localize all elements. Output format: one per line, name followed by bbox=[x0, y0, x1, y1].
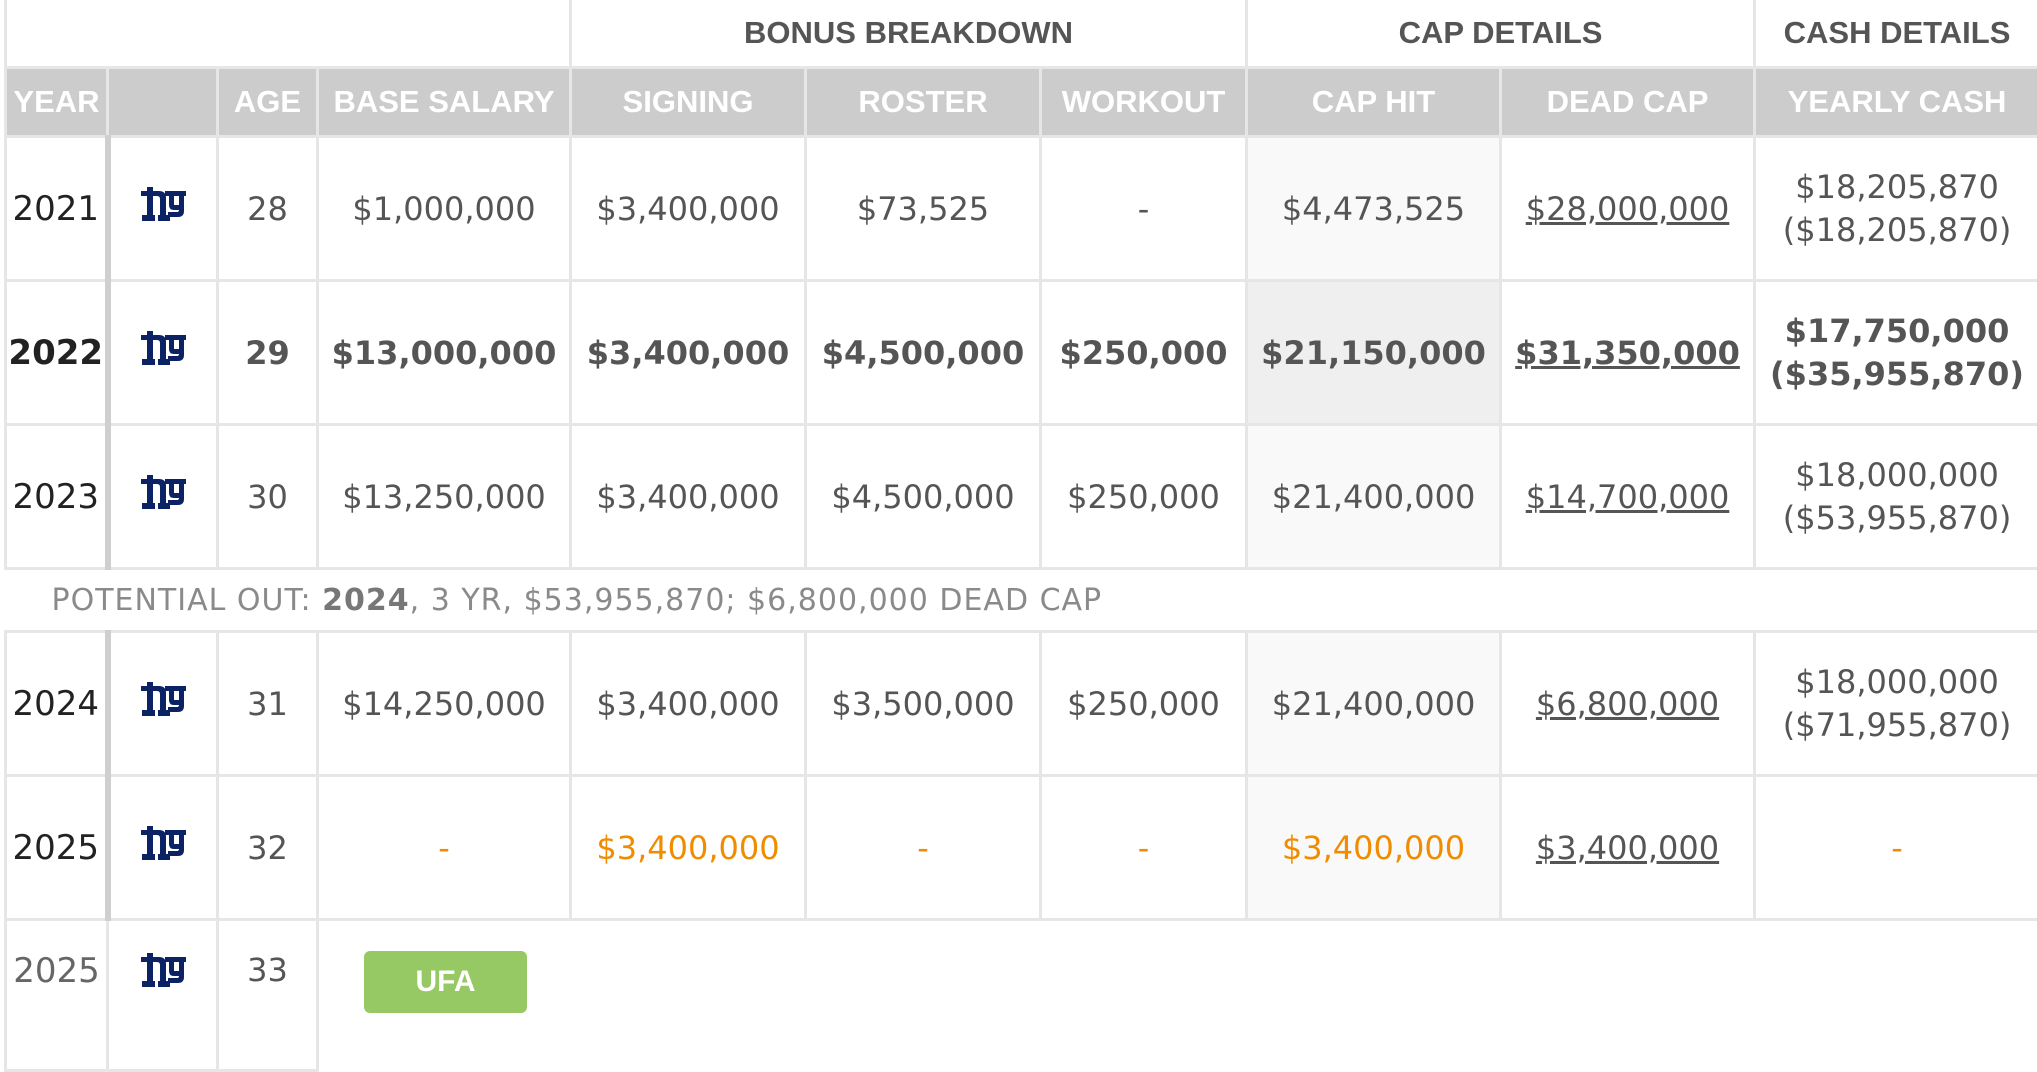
table-row: 2024 31 $14,250,000 $3,400,000 $3,500,00… bbox=[6, 632, 2037, 776]
cap-hit-cell: $21,400,000 bbox=[1247, 632, 1501, 776]
cumulative-cash-value: ($53,955,870) bbox=[1783, 499, 2012, 537]
group-header-cash: CASH DETAILS bbox=[1755, 0, 2037, 68]
base-salary-cell: - bbox=[318, 776, 571, 920]
yearly-cash-cell: $18,000,000 ($53,955,870) bbox=[1755, 425, 2037, 569]
year-cell: 2022 bbox=[6, 281, 108, 425]
team-logo-cell bbox=[108, 281, 218, 425]
roster-cell: $3,500,000 bbox=[806, 632, 1041, 776]
roster-cell: $4,500,000 bbox=[806, 281, 1041, 425]
signing-cell: $3,400,000 bbox=[571, 137, 806, 281]
cumulative-cash-value: ($18,205,870) bbox=[1783, 211, 2012, 249]
workout-cell: - bbox=[1041, 137, 1247, 281]
yearly-cash-value: $17,750,000 bbox=[1785, 312, 2010, 350]
dead-cap-link[interactable]: $31,350,000 bbox=[1501, 281, 1755, 425]
group-header-cap: CAP DETAILS bbox=[1247, 0, 1755, 68]
contract-table: BONUS BREAKDOWN CAP DETAILS CASH DETAILS… bbox=[4, 0, 2037, 1072]
table-row-current: 2022 29 $13,000,000 $3,400,000 $4,500,00… bbox=[6, 281, 2037, 425]
dead-cap-link[interactable]: $6,800,000 bbox=[1501, 632, 1755, 776]
workout-cell: $250,000 bbox=[1041, 632, 1247, 776]
col-age[interactable]: AGE bbox=[218, 68, 318, 137]
potential-out-note: POTENTIAL OUT: 2024, 3 YR, $53,955,870; … bbox=[6, 569, 2037, 632]
base-salary-cell: $1,000,000 bbox=[318, 137, 571, 281]
base-salary-cell: $13,000,000 bbox=[318, 281, 571, 425]
potential-out-row: POTENTIAL OUT: 2024, 3 YR, $53,955,870; … bbox=[6, 569, 2037, 632]
age-cell: 28 bbox=[218, 137, 318, 281]
group-header-bonus: BONUS BREAKDOWN bbox=[571, 0, 1247, 68]
potential-out-prefix: POTENTIAL OUT: bbox=[52, 583, 323, 618]
year-cell: 2025 bbox=[6, 776, 108, 920]
signing-cell: $3,400,000 bbox=[571, 281, 806, 425]
yearly-cash-value: $18,000,000 bbox=[1795, 456, 1999, 494]
age-cell: 33 bbox=[218, 920, 318, 1071]
cap-hit-cell: $4,473,525 bbox=[1247, 137, 1501, 281]
table-row: 2023 30 $13,250,000 $3,400,000 $4,500,00… bbox=[6, 425, 2037, 569]
cumulative-cash-value: ($35,955,870) bbox=[1770, 355, 2024, 393]
cap-hit-cell: $3,400,000 bbox=[1247, 776, 1501, 920]
year-cell: 2025 bbox=[6, 920, 108, 1071]
team-logo-cell bbox=[108, 632, 218, 776]
base-salary-cell: $13,250,000 bbox=[318, 425, 571, 569]
col-workout[interactable]: WORKOUT bbox=[1041, 68, 1247, 137]
giants-ny-logo-icon bbox=[139, 680, 187, 720]
potential-out-details: , 3 YR, $53,955,870; $6,800,000 DEAD CAP bbox=[410, 583, 1103, 618]
col-roster[interactable]: ROSTER bbox=[806, 68, 1041, 137]
yearly-cash-cell: $18,000,000 ($71,955,870) bbox=[1755, 632, 2037, 776]
col-cap-hit[interactable]: CAP HIT bbox=[1247, 68, 1501, 137]
year-cell: 2021 bbox=[6, 137, 108, 281]
workout-cell: $250,000 bbox=[1041, 281, 1247, 425]
col-base-salary[interactable]: BASE SALARY bbox=[318, 68, 571, 137]
yearly-cash-cell: - bbox=[1755, 776, 2037, 920]
yearly-cash-value: $18,000,000 bbox=[1795, 663, 1999, 701]
col-yearly-cash[interactable]: YEARLY CASH bbox=[1755, 68, 2037, 137]
cap-hit-cell: $21,400,000 bbox=[1247, 425, 1501, 569]
signing-cell: $3,400,000 bbox=[571, 632, 806, 776]
base-salary-cell: $14,250,000 bbox=[318, 632, 571, 776]
team-logo-cell bbox=[108, 137, 218, 281]
giants-ny-logo-icon bbox=[139, 329, 187, 369]
cap-hit-cell: $21,150,000 bbox=[1247, 281, 1501, 425]
col-team bbox=[108, 68, 218, 137]
yearly-cash-value: $18,205,870 bbox=[1795, 168, 1999, 206]
potential-out-year: 2024 bbox=[322, 583, 410, 618]
dead-cap-link[interactable]: $14,700,000 bbox=[1501, 425, 1755, 569]
group-header-blank bbox=[6, 0, 571, 68]
year-cell: 2023 bbox=[6, 425, 108, 569]
year-cell: 2024 bbox=[6, 632, 108, 776]
roster-cell: - bbox=[806, 776, 1041, 920]
team-logo-cell bbox=[108, 776, 218, 920]
ufa-badge: UFA bbox=[364, 951, 527, 1013]
team-logo-cell bbox=[108, 920, 218, 1071]
group-header-row: BONUS BREAKDOWN CAP DETAILS CASH DETAILS bbox=[6, 0, 2037, 68]
col-dead-cap[interactable]: DEAD CAP bbox=[1501, 68, 1755, 137]
age-cell: 30 bbox=[218, 425, 318, 569]
workout-cell: - bbox=[1041, 776, 1247, 920]
age-cell: 32 bbox=[218, 776, 318, 920]
signing-cell: $3,400,000 bbox=[571, 776, 806, 920]
ufa-cell: UFA bbox=[318, 920, 2037, 1071]
table-row-ufa: 2025 33 UFA bbox=[6, 920, 2037, 1071]
workout-cell: $250,000 bbox=[1041, 425, 1247, 569]
column-header-row: YEAR AGE BASE SALARY SIGNING ROSTER WORK… bbox=[6, 68, 2037, 137]
team-logo-cell bbox=[108, 425, 218, 569]
col-signing[interactable]: SIGNING bbox=[571, 68, 806, 137]
giants-ny-logo-icon bbox=[139, 185, 187, 225]
age-cell: 29 bbox=[218, 281, 318, 425]
table-row-void-year: 2025 32 - $3,400,000 - - $3,400,000 $3,4… bbox=[6, 776, 2037, 920]
roster-cell: $73,525 bbox=[806, 137, 1041, 281]
roster-cell: $4,500,000 bbox=[806, 425, 1041, 569]
cumulative-cash-value: ($71,955,870) bbox=[1783, 706, 2012, 744]
yearly-cash-cell: $17,750,000 ($35,955,870) bbox=[1755, 281, 2037, 425]
col-year[interactable]: YEAR bbox=[6, 68, 108, 137]
giants-ny-logo-icon bbox=[139, 824, 187, 864]
yearly-cash-cell: $18,205,870 ($18,205,870) bbox=[1755, 137, 2037, 281]
age-cell: 31 bbox=[218, 632, 318, 776]
giants-ny-logo-icon bbox=[139, 951, 187, 991]
dead-cap-link[interactable]: $28,000,000 bbox=[1501, 137, 1755, 281]
signing-cell: $3,400,000 bbox=[571, 425, 806, 569]
dead-cap-link[interactable]: $3,400,000 bbox=[1501, 776, 1755, 920]
giants-ny-logo-icon bbox=[139, 473, 187, 513]
table-row: 2021 28 $1,000,000 $3,400,000 $73,525 - … bbox=[6, 137, 2037, 281]
